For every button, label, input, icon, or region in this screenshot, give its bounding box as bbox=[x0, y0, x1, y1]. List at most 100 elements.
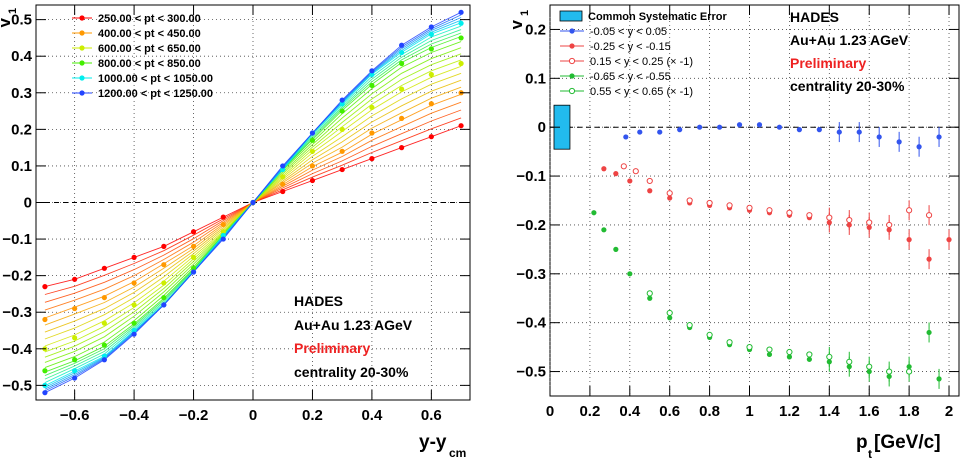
data-point bbox=[369, 68, 375, 74]
data-point bbox=[428, 71, 434, 78]
data-point-open bbox=[766, 207, 773, 214]
y-tick-label: 0 bbox=[538, 119, 546, 136]
data-point bbox=[101, 320, 107, 326]
right-annotation-experiment: HADES bbox=[790, 9, 839, 25]
data-point-open bbox=[826, 353, 833, 360]
data-point bbox=[339, 97, 345, 103]
right-xlabel-sub: t bbox=[868, 447, 872, 461]
y-tick-label: −0.4 bbox=[2, 341, 32, 358]
data-point bbox=[220, 232, 226, 239]
data-point-open bbox=[886, 221, 893, 229]
x-tick-label: 1.4 bbox=[819, 403, 841, 420]
x-tick-label: 0.2 bbox=[302, 407, 323, 424]
left-xlabel-sub: cm bbox=[449, 446, 466, 460]
data-point bbox=[280, 163, 286, 169]
data-point bbox=[458, 60, 464, 67]
data-point bbox=[613, 246, 619, 252]
data-point bbox=[161, 243, 167, 249]
data-point bbox=[220, 221, 226, 228]
data-point bbox=[623, 134, 629, 140]
data-point bbox=[876, 134, 882, 140]
legend-marker bbox=[569, 73, 575, 79]
legend-marker bbox=[568, 87, 576, 95]
legend-label: -0.25 < y < -0.15 bbox=[590, 41, 671, 53]
fit-curve bbox=[44, 117, 462, 295]
data-point bbox=[161, 294, 167, 301]
left-ylabel-sub: 1 bbox=[7, 8, 19, 14]
data-point bbox=[161, 302, 167, 308]
data-point bbox=[131, 280, 137, 286]
data-point bbox=[796, 127, 802, 133]
data-point bbox=[428, 46, 434, 52]
legend-marker bbox=[79, 45, 85, 51]
right-annotation-status: Preliminary bbox=[790, 55, 866, 71]
data-point bbox=[936, 134, 942, 140]
data-point bbox=[399, 49, 405, 56]
y-tick-label: −0.1 bbox=[516, 168, 546, 185]
data-point bbox=[280, 188, 286, 195]
data-point bbox=[250, 199, 256, 206]
data-point bbox=[190, 254, 197, 260]
data-point-open bbox=[646, 290, 653, 297]
data-point bbox=[896, 139, 902, 145]
y-tick-label: −0.2 bbox=[2, 268, 32, 285]
legend-label: 1200.00 < pt < 1250.00 bbox=[98, 88, 213, 100]
data-point bbox=[627, 178, 633, 184]
y-tick-label: 0 bbox=[24, 195, 32, 212]
legend-label: -0.05 < y < 0.05 bbox=[590, 26, 667, 38]
data-point-open bbox=[666, 190, 673, 197]
data-point bbox=[161, 262, 167, 268]
right-annotation-system: Au+Au 1.23 AGeV bbox=[790, 32, 909, 48]
data-point-open bbox=[620, 163, 627, 170]
data-point bbox=[677, 127, 683, 133]
data-point bbox=[339, 126, 345, 132]
data-point bbox=[458, 20, 464, 26]
data-point bbox=[399, 60, 405, 67]
legend-label: 1000.00 < pt < 1050.00 bbox=[98, 73, 213, 85]
data-point bbox=[591, 210, 597, 216]
data-point bbox=[220, 214, 226, 220]
data-point-open bbox=[846, 216, 853, 224]
data-point bbox=[369, 156, 375, 162]
legend-label: 400.00 < pt < 450.00 bbox=[98, 28, 201, 40]
data-point bbox=[309, 163, 316, 169]
data-point bbox=[806, 356, 812, 362]
legend-marker bbox=[569, 28, 575, 34]
y-tick-label: 0.5 bbox=[11, 12, 32, 29]
data-point bbox=[72, 276, 78, 282]
x-tick-label: −0.6 bbox=[60, 407, 90, 424]
data-point bbox=[72, 335, 78, 341]
legend-marker bbox=[79, 75, 85, 81]
data-point bbox=[220, 229, 226, 235]
x-tick-label: 1 bbox=[745, 403, 753, 420]
data-point bbox=[399, 86, 405, 92]
legend-marker bbox=[79, 90, 85, 96]
data-point bbox=[72, 375, 78, 381]
left-annotation-experiment: HADES bbox=[294, 293, 343, 309]
data-point bbox=[657, 129, 663, 135]
data-point bbox=[601, 166, 607, 172]
data-point bbox=[309, 130, 316, 136]
data-point-open bbox=[866, 219, 873, 226]
data-point bbox=[369, 130, 375, 136]
data-point bbox=[309, 137, 316, 143]
left-annotation-status: Preliminary bbox=[294, 340, 370, 356]
data-point-open bbox=[766, 346, 773, 353]
data-point bbox=[428, 101, 434, 107]
right-plot-frame bbox=[549, 4, 960, 397]
data-point bbox=[716, 124, 723, 130]
x-tick-label: 1.2 bbox=[779, 403, 800, 420]
x-tick-label: 0.2 bbox=[579, 403, 600, 420]
data-point-open bbox=[806, 351, 813, 358]
data-point bbox=[131, 331, 137, 337]
legend-marker bbox=[79, 15, 85, 21]
data-point bbox=[72, 305, 78, 312]
data-point-open bbox=[632, 168, 639, 175]
data-point bbox=[458, 9, 464, 15]
x-tick-label: 1.6 bbox=[859, 403, 880, 420]
y-tick-label: −0.2 bbox=[516, 217, 546, 234]
x-tick-label: 0.6 bbox=[659, 403, 680, 420]
left-annotation-centrality: centrality 20-30% bbox=[294, 364, 409, 380]
left-annotation-system: Au+Au 1.23 AGeV bbox=[294, 317, 413, 333]
data-point-open bbox=[726, 339, 733, 346]
